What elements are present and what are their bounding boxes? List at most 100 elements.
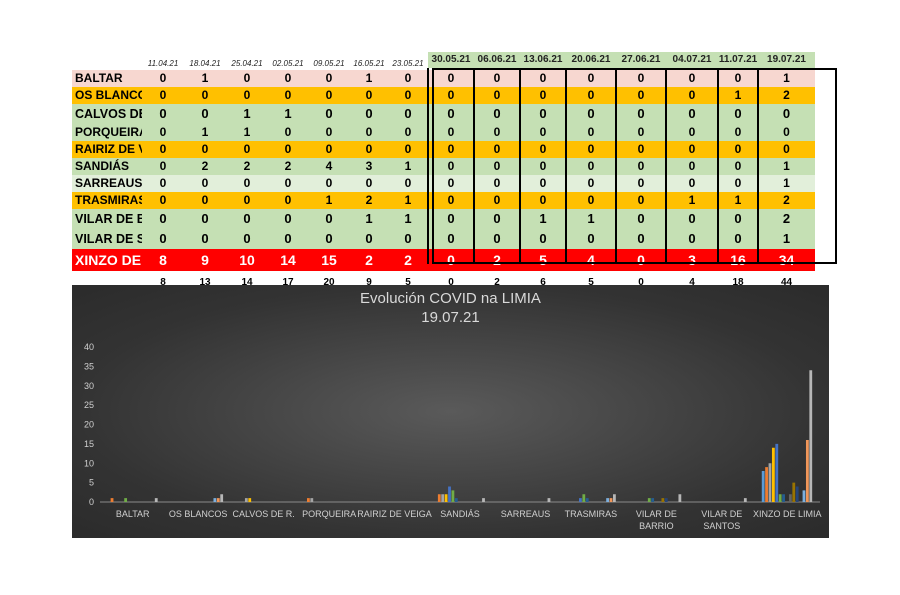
case-count: 0 bbox=[718, 104, 758, 124]
total-count: 20 bbox=[323, 277, 335, 288]
case-count: 0 bbox=[758, 141, 815, 158]
case-count: 0 bbox=[388, 104, 428, 124]
case-count: 0 bbox=[428, 192, 474, 209]
case-count: 4 bbox=[308, 158, 350, 175]
total-count: 18 bbox=[732, 277, 744, 288]
case-count: 0 bbox=[184, 229, 226, 249]
cases-table: 11.04.21 18.04.21 25.04.21 02.05.21 09.05.21… bbox=[72, 52, 837, 292]
x-category-label: VILAR DE bbox=[636, 509, 677, 519]
case-count: 2 bbox=[350, 249, 388, 271]
x-category-label: OS BLANCOS bbox=[169, 509, 228, 519]
case-count: 0 bbox=[226, 87, 268, 104]
case-count: 0 bbox=[758, 104, 815, 124]
y-tick-label: 35 bbox=[84, 361, 94, 371]
y-tick-label: 25 bbox=[84, 400, 94, 410]
case-count: 0 bbox=[616, 192, 666, 209]
bar bbox=[805, 440, 809, 502]
case-count: 0 bbox=[428, 209, 474, 229]
bar bbox=[248, 498, 252, 502]
case-count: 0 bbox=[142, 209, 184, 229]
case-count: 0 bbox=[666, 124, 718, 141]
bar bbox=[110, 498, 114, 502]
case-count: 5 bbox=[520, 249, 566, 271]
municipality-name: TRASMIRAS bbox=[72, 192, 142, 209]
case-count: 0 bbox=[142, 87, 184, 104]
case-count: 1 bbox=[308, 192, 350, 209]
case-count: 0 bbox=[226, 175, 268, 192]
case-count: 0 bbox=[616, 104, 666, 124]
total-count: 17 bbox=[282, 277, 294, 288]
y-tick-label: 40 bbox=[84, 342, 94, 352]
bar bbox=[609, 498, 613, 502]
case-count: 16 bbox=[718, 249, 758, 271]
case-count: 0 bbox=[350, 175, 388, 192]
case-count: 1 bbox=[520, 209, 566, 229]
total-count: 0 bbox=[638, 277, 644, 288]
bar bbox=[310, 498, 314, 502]
bar bbox=[482, 498, 485, 502]
case-count: 0 bbox=[666, 209, 718, 229]
case-count: 0 bbox=[718, 70, 758, 87]
chart-subtitle: 19.07.21 bbox=[421, 309, 480, 326]
case-count: 0 bbox=[666, 158, 718, 175]
case-count: 0 bbox=[718, 175, 758, 192]
date-header: 16.05.21 bbox=[353, 59, 385, 68]
x-category-label: RAIRIZ DE VEIGA bbox=[357, 509, 432, 519]
case-count: 2 bbox=[758, 209, 815, 229]
municipality-name: CALVOS DE R. bbox=[72, 104, 142, 124]
case-count: 0 bbox=[350, 124, 388, 141]
case-count: 0 bbox=[666, 229, 718, 249]
case-count: 0 bbox=[520, 70, 566, 87]
case-count: 0 bbox=[388, 175, 428, 192]
municipality-name: RAIRIZ DE VEIGA bbox=[72, 141, 142, 158]
total-count: 4 bbox=[689, 277, 695, 288]
case-count: 0 bbox=[666, 175, 718, 192]
case-count: 0 bbox=[520, 229, 566, 249]
column-divider bbox=[615, 68, 617, 264]
case-count: 0 bbox=[616, 124, 666, 141]
case-count: 0 bbox=[718, 158, 758, 175]
case-count: 0 bbox=[520, 141, 566, 158]
case-count: 4 bbox=[566, 249, 616, 271]
case-count: 0 bbox=[520, 104, 566, 124]
case-count: 0 bbox=[428, 87, 474, 104]
case-count: 2 bbox=[758, 192, 815, 209]
x-category-label: PORQUEIRA bbox=[302, 509, 356, 519]
case-count: 0 bbox=[268, 209, 308, 229]
case-count: 34 bbox=[758, 249, 815, 271]
bar bbox=[678, 494, 682, 502]
case-count: 0 bbox=[474, 124, 520, 141]
case-count: 1 bbox=[226, 124, 268, 141]
case-count: 0 bbox=[268, 87, 308, 104]
case-count: 0 bbox=[184, 87, 226, 104]
case-count: 0 bbox=[428, 141, 474, 158]
table-row: VILAR DE BARRIO000001100110002 bbox=[72, 209, 837, 229]
case-count: 0 bbox=[616, 249, 666, 271]
case-count: 0 bbox=[474, 175, 520, 192]
table-row: SARREAUS 0 0 0 0 0 0 0 0 0 0 0 0 0 0 1 bbox=[72, 175, 837, 192]
table-row: VILAR DE SANTOS000000000000001 bbox=[72, 229, 837, 249]
date-header: 11.04.21 bbox=[147, 59, 179, 68]
municipality-name: BALTAR bbox=[72, 70, 142, 87]
date-header: 18.04.21 bbox=[189, 59, 221, 68]
y-tick-label: 10 bbox=[84, 458, 94, 468]
case-count: 0 bbox=[226, 209, 268, 229]
case-count: 2 bbox=[388, 249, 428, 271]
date-header: 06.06.21 bbox=[474, 52, 520, 68]
total-count: 6 bbox=[540, 277, 546, 288]
case-count: 0 bbox=[308, 229, 350, 249]
date-header: 27.06.21 bbox=[616, 52, 666, 68]
date-header: 19.07.21 bbox=[758, 52, 815, 68]
case-count: 0 bbox=[350, 229, 388, 249]
case-count: 0 bbox=[428, 249, 474, 271]
case-count: 0 bbox=[268, 229, 308, 249]
case-count: 0 bbox=[474, 229, 520, 249]
bar bbox=[216, 498, 220, 502]
bar bbox=[579, 498, 582, 502]
x-category-label: BARRIO bbox=[639, 521, 674, 531]
table-row: RAIRIZ DE VEIGA000000000000000 bbox=[72, 141, 837, 158]
bar bbox=[788, 494, 792, 502]
municipality-name: XINZO DE LIMIA bbox=[72, 249, 142, 271]
table-row: XINZO DE LIMIA89101415220254031634 bbox=[72, 249, 837, 271]
y-tick-label: 15 bbox=[84, 439, 94, 449]
